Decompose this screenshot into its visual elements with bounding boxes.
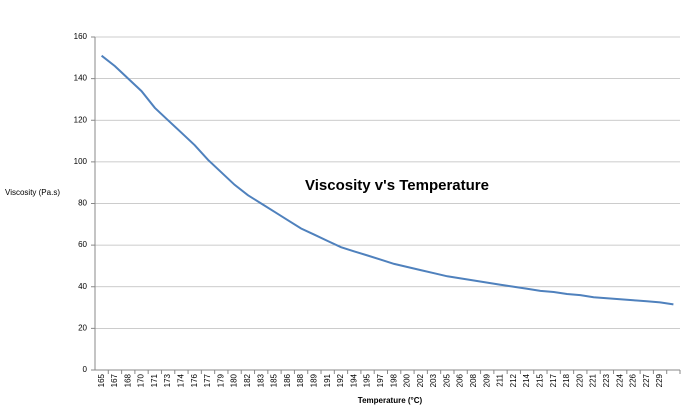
- x-tick-label: 214: [522, 373, 531, 387]
- x-tick-label: 194: [349, 373, 358, 387]
- x-tick-label: 229: [655, 373, 664, 387]
- x-tick-label: 182: [243, 373, 252, 387]
- y-tick-label: 140: [74, 74, 88, 83]
- x-tick-label: 218: [562, 373, 571, 387]
- x-tick-label: 171: [150, 373, 159, 387]
- x-tick-label: 203: [429, 373, 438, 387]
- x-tick-label: 220: [575, 373, 584, 387]
- x-tick-label: 195: [363, 373, 372, 387]
- x-tick-label: 221: [589, 373, 598, 387]
- y-tick-label: 0: [83, 365, 88, 374]
- x-tick-label: 170: [137, 373, 146, 387]
- x-tick-label: 208: [469, 373, 478, 387]
- x-tick-label: 186: [283, 373, 292, 387]
- x-tick-label: 212: [509, 373, 518, 387]
- x-tick-label: 165: [97, 373, 106, 387]
- y-tick-label: 100: [74, 157, 88, 166]
- x-tick-label: 224: [615, 373, 624, 387]
- x-tick-label: 176: [190, 373, 199, 387]
- y-tick-label: 160: [74, 32, 88, 41]
- x-tick-label: 189: [309, 373, 318, 387]
- x-tick-label: 223: [602, 373, 611, 387]
- x-tick-label: 167: [110, 373, 119, 387]
- x-tick-label: 183: [256, 373, 265, 387]
- x-tick-label: 226: [629, 373, 638, 387]
- y-tick-label: 20: [78, 323, 87, 332]
- x-tick-label: 198: [389, 373, 398, 387]
- x-tick-label: 179: [216, 373, 225, 387]
- x-tick-label: 177: [203, 373, 212, 387]
- x-tick-label: 205: [442, 373, 451, 387]
- x-tick-label: 173: [163, 373, 172, 387]
- x-tick-label: 192: [336, 373, 345, 387]
- x-tick-label: 174: [177, 373, 186, 387]
- chart-title: Viscosity v's Temperature: [305, 177, 489, 194]
- x-tick-label: 180: [230, 373, 239, 387]
- x-tick-label: 191: [323, 373, 332, 387]
- y-tick-label: 40: [78, 282, 87, 291]
- y-tick-label: 120: [74, 115, 88, 124]
- x-tick-label: 197: [376, 373, 385, 387]
- x-tick-label: 168: [123, 373, 132, 387]
- x-tick-label: 227: [642, 373, 651, 387]
- x-tick-label: 200: [403, 373, 412, 387]
- x-axis-title: Temperature (°C): [358, 396, 423, 405]
- x-tick-label: 202: [416, 373, 425, 387]
- line-series: [100, 54, 674, 306]
- y-tick-label: 80: [78, 199, 87, 208]
- x-tick-label: 211: [496, 373, 505, 386]
- x-tick-label: 215: [536, 373, 545, 387]
- x-tick-label: 188: [296, 373, 305, 387]
- x-tick-label: 209: [482, 373, 491, 387]
- x-tick-label: 206: [456, 373, 465, 387]
- y-tick-label: 60: [78, 240, 87, 249]
- x-tick-label: 185: [270, 373, 279, 387]
- x-tick-label: 217: [549, 373, 558, 387]
- y-axis-title: Viscosity (Pa.s): [5, 188, 60, 197]
